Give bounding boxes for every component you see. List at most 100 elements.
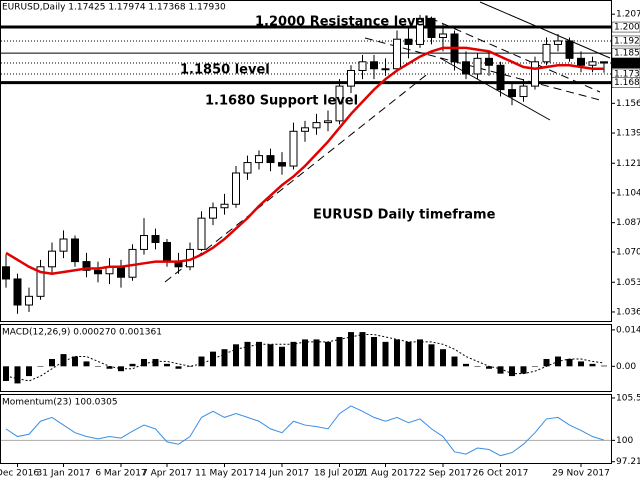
candle-body xyxy=(94,269,102,275)
histogram-bar xyxy=(175,366,182,369)
candle-body xyxy=(519,85,528,98)
x-tick-label: 22 Sep 2017 xyxy=(414,469,471,479)
histogram-bar xyxy=(187,366,193,367)
candle-body xyxy=(36,266,45,297)
x-tick-label: 29 Nov 2017 xyxy=(552,469,610,479)
x-tick-label: 26 Oct 2017 xyxy=(473,469,529,479)
level-label-box xyxy=(611,77,640,88)
candle-body xyxy=(565,40,574,59)
y-tick-label: 1.2074 xyxy=(616,10,640,20)
candle-body xyxy=(427,17,436,38)
candle-body xyxy=(13,278,22,306)
level-label-box xyxy=(611,21,640,33)
candle-body xyxy=(347,69,355,87)
histogram-bar xyxy=(152,358,159,367)
histogram-bar xyxy=(520,366,527,374)
annotation: 1.2000 Resistance level xyxy=(255,15,429,30)
level-label: 1.1920 xyxy=(614,36,640,46)
histogram-bar xyxy=(382,341,389,367)
histogram-bar xyxy=(290,341,297,367)
histogram-bar xyxy=(451,356,458,367)
histogram-bar xyxy=(348,332,354,367)
annotation: EURUSD Daily timeframe xyxy=(313,208,496,223)
histogram-bar xyxy=(164,363,170,367)
momentum-panel xyxy=(0,394,612,464)
candle-body xyxy=(462,61,470,75)
histogram-bar xyxy=(256,341,262,367)
histogram-bar xyxy=(497,366,504,374)
y-tick-label: 1.0360 xyxy=(616,307,640,317)
candle-body xyxy=(243,162,252,174)
histogram-bar xyxy=(578,361,584,367)
y-tick-label: 1.0705 xyxy=(616,248,640,258)
candle-body xyxy=(82,261,91,271)
chart-header: EURUSD,Daily 1.17425 1.17974 1.17368 1.1… xyxy=(2,3,226,13)
candle-body xyxy=(128,248,137,278)
x-tick-label: 14 Jun 2017 xyxy=(255,469,309,479)
histogram-bar xyxy=(589,363,596,367)
macd-panel xyxy=(0,324,612,392)
level-label-box xyxy=(611,57,640,69)
y-tick-label: 1.1390 xyxy=(616,129,640,139)
main-panel xyxy=(0,0,612,322)
histogram-bar xyxy=(14,366,21,384)
histogram-bar xyxy=(72,356,78,367)
candle-body xyxy=(255,155,263,164)
histogram-bar xyxy=(417,339,423,367)
momentum-line xyxy=(5,405,605,457)
candle-body xyxy=(473,57,482,75)
histogram-bar xyxy=(359,332,366,367)
candle-body xyxy=(335,85,344,122)
candle-body xyxy=(25,295,33,306)
candle-body xyxy=(542,43,551,63)
histogram-bar xyxy=(440,349,446,367)
histogram-bar xyxy=(463,363,469,367)
candle-body xyxy=(71,238,79,263)
candle-body xyxy=(577,57,585,66)
x-tick-label: 18 Jul 2017 xyxy=(314,469,365,479)
level-label: 1.2000 xyxy=(614,23,640,33)
candle-body xyxy=(266,155,275,164)
histogram-bar xyxy=(3,366,9,381)
histogram-bar xyxy=(198,356,205,367)
histogram-bar xyxy=(129,363,136,367)
candle-body xyxy=(278,162,286,167)
histogram-bar xyxy=(543,358,550,367)
level-label: 1.1793 xyxy=(614,59,640,69)
x-tick-label: 6 Mar 2017 xyxy=(95,469,146,479)
histogram-bar xyxy=(106,366,113,369)
candle-body xyxy=(301,127,309,132)
y-tick-label: 97.21 xyxy=(616,457,640,467)
candle-body xyxy=(404,38,413,45)
channel-line xyxy=(479,1,611,59)
candle-body xyxy=(232,172,240,205)
y-tick-label: 0.00 xyxy=(616,362,636,372)
x-tick-label: 31 Jan 2017 xyxy=(37,469,91,479)
x-tick-label: 21 Aug 2017 xyxy=(357,469,415,479)
candle-body xyxy=(508,89,516,98)
histogram-bar xyxy=(210,351,216,367)
histogram-bar xyxy=(221,349,228,367)
y-tick-label: 1.1045 xyxy=(616,188,640,198)
channel-line xyxy=(439,57,551,121)
candle-body xyxy=(220,203,229,209)
trend-line xyxy=(164,71,431,283)
candle-body xyxy=(117,266,125,278)
histogram-bar xyxy=(26,366,32,377)
candle-body xyxy=(485,57,493,66)
annotation: 1.1680 Support level xyxy=(205,94,358,109)
candle-body xyxy=(439,33,447,38)
channel-line xyxy=(429,17,601,93)
histogram-bar xyxy=(601,365,607,367)
histogram-bar xyxy=(371,336,377,367)
y-tick-label: 100 xyxy=(616,436,633,446)
histogram-bar xyxy=(95,366,101,367)
histogram-bar xyxy=(532,366,538,367)
histogram-bar xyxy=(405,341,412,367)
x-tick-label: 11 May 2017 xyxy=(195,469,254,479)
candle-body xyxy=(358,61,367,71)
candle-body xyxy=(163,241,171,263)
histogram-bar xyxy=(244,341,251,367)
